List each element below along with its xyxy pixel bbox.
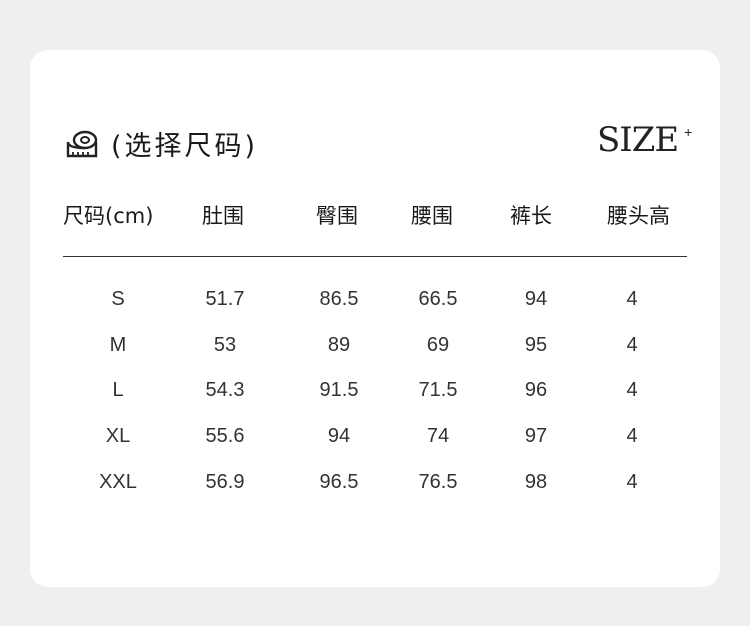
header-waist: 腰围 [411, 204, 453, 228]
table-cell: 66.5 [418, 288, 458, 310]
header-length: 裤长 [510, 204, 552, 228]
table-cell: 69 [426, 334, 450, 356]
table-cell: 4 [626, 288, 638, 310]
table-cell: 91.5 [319, 379, 359, 401]
table-cell: 94 [524, 288, 548, 310]
table-cell: 95 [524, 334, 548, 356]
header-hip: 臀围 [316, 204, 358, 228]
table-cell: 94 [327, 425, 351, 447]
header-divider [63, 256, 687, 257]
header-size: 尺码(cm) [63, 204, 154, 228]
brand-logo: SIZE + [597, 120, 692, 160]
table-cell: 53 [213, 334, 237, 356]
table-cell: 56.9 [205, 471, 245, 493]
section-title: (选择尺码) [65, 124, 258, 163]
table-cell: 76.5 [418, 471, 458, 493]
table-cell: 96 [524, 379, 548, 401]
table-cell: 51.7 [205, 288, 245, 310]
table-cell: 71.5 [418, 379, 458, 401]
table-cell: 74 [426, 425, 450, 447]
table-cell: 4 [626, 425, 638, 447]
table-cell: 55.6 [205, 425, 245, 447]
size-label: XXL [99, 471, 137, 493]
size-card [30, 50, 720, 587]
table-cell: 86.5 [319, 288, 359, 310]
measuring-tape-icon [66, 130, 98, 157]
size-label: M [109, 334, 127, 356]
table-cell: 97 [524, 425, 548, 447]
header-belly: 肚围 [202, 204, 244, 228]
size-label: L [112, 379, 124, 401]
table-cell: 4 [626, 471, 638, 493]
table-cell: 96.5 [319, 471, 359, 493]
table-cell: 4 [626, 334, 638, 356]
table-cell: 54.3 [205, 379, 245, 401]
title-text: (选择尺码) [111, 131, 259, 162]
size-label: XL [105, 425, 131, 447]
table-cell: 98 [524, 471, 548, 493]
header-waistband: 腰头高 [607, 204, 670, 228]
size-label: S [111, 288, 125, 310]
table-cell: 4 [626, 379, 638, 401]
table-cell: 89 [327, 334, 351, 356]
